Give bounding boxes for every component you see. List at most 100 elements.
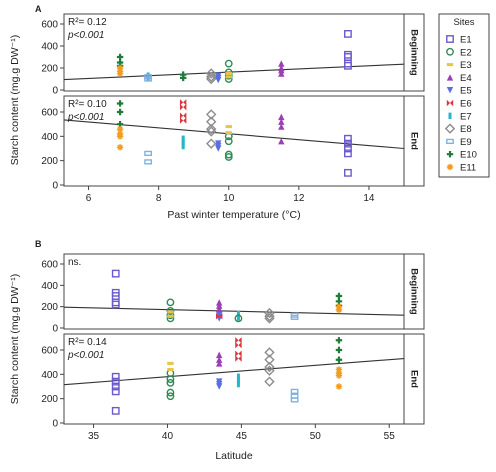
point-e8	[206, 138, 217, 149]
y-tick-label: 200	[41, 156, 58, 167]
point-e1	[344, 139, 352, 148]
legend-label: E11	[460, 163, 476, 174]
point-e11	[335, 372, 343, 379]
point-e9	[290, 314, 299, 320]
facet-label: End	[408, 370, 419, 388]
point-e4	[278, 113, 285, 121]
legend-marker	[446, 74, 454, 81]
point-e4	[216, 302, 223, 309]
point-e1	[111, 377, 120, 386]
point-e8	[264, 365, 275, 376]
x-tick-label: 10	[223, 193, 235, 204]
point-e6	[179, 99, 187, 106]
point-e4	[216, 351, 223, 359]
plot-frame	[63, 95, 405, 187]
point-e11	[335, 383, 343, 390]
point-e3	[167, 361, 174, 365]
facet-strip	[403, 333, 425, 425]
legend-item-e6: E6	[446, 99, 472, 110]
point-e1	[111, 300, 120, 309]
y-tick-label: 0	[52, 181, 58, 192]
point-e9	[144, 76, 153, 82]
point-e6	[235, 337, 242, 344]
trend-line	[63, 119, 405, 150]
y-axis-label: Starch content (mg.g DW⁻¹)	[9, 35, 21, 165]
x-tick-label: 8	[156, 193, 162, 204]
point-e1	[344, 30, 352, 38]
point-e8	[206, 73, 217, 85]
point-e6	[235, 341, 242, 349]
point-e4	[278, 60, 285, 67]
point-e7	[236, 380, 240, 388]
point-e1	[344, 61, 352, 70]
point-e11	[116, 125, 124, 133]
facet-label: End	[408, 132, 419, 150]
legend-title: Sites	[453, 17, 474, 28]
y-tick-label: 0	[52, 324, 58, 335]
point-e11	[116, 144, 124, 151]
point-e8	[264, 361, 275, 373]
point-e6	[216, 313, 223, 320]
legend-label: E10	[460, 150, 477, 161]
point-e9	[290, 388, 299, 394]
panel-B: B Beginning 0 200 400 600 ns. End 0 200 400 600 R²= …	[9, 239, 425, 462]
point-e8	[206, 123, 217, 135]
legend-label: E7	[460, 111, 472, 122]
legend-marker	[448, 112, 452, 119]
legend-marker	[446, 151, 454, 158]
point-e1	[344, 168, 352, 177]
legend-marker	[446, 163, 454, 171]
y-tick-label: 600	[41, 346, 58, 357]
point-e3	[225, 131, 232, 135]
point-e1	[344, 149, 352, 158]
y-tick-label: 400	[41, 281, 58, 292]
y-tick-label: 600	[41, 20, 58, 31]
y-tick-label: 600	[41, 260, 58, 271]
point-e3	[225, 75, 232, 79]
facet-label: Beginning	[408, 29, 419, 76]
y-tick-label: 400	[41, 132, 58, 143]
legend-item-e2: E2	[446, 47, 472, 58]
point-e6	[179, 117, 187, 124]
y-tick-label: 400	[41, 370, 58, 381]
point-e3	[167, 310, 174, 314]
facet-label: Beginning	[408, 268, 419, 315]
point-e5	[215, 145, 222, 152]
x-tick-label: 45	[236, 431, 248, 442]
legend-label: E2	[460, 47, 472, 58]
p-value-label: p<0.001	[67, 30, 104, 41]
legend-label: E1	[460, 35, 472, 46]
row-beginning: Beginning 0 200 400 600 ns.	[41, 253, 425, 335]
legend-item-e4: E4	[446, 73, 472, 84]
point-e2	[224, 150, 233, 159]
point-e11	[116, 133, 124, 140]
x-tick-label: 6	[86, 193, 92, 204]
legend-item-e5: E5	[446, 86, 472, 97]
point-e10	[335, 356, 343, 363]
y-tick-label: 600	[41, 108, 58, 119]
point-e11	[116, 70, 124, 77]
trend-line	[63, 357, 405, 386]
legend-item-e1: E1	[446, 35, 472, 46]
point-e7	[181, 135, 185, 142]
legend-item-e11: E11	[446, 163, 476, 174]
point-e4	[278, 70, 285, 77]
point-e1	[111, 298, 120, 307]
point-e4	[278, 67, 285, 74]
point-e4	[278, 138, 285, 145]
legend-marker	[446, 35, 454, 43]
legend-item-e9: E9	[446, 137, 472, 148]
point-e8	[264, 313, 275, 324]
facet-strip	[403, 253, 425, 330]
point-e7	[236, 377, 240, 384]
point-e3	[167, 367, 174, 371]
x-tick-label: 40	[162, 431, 174, 442]
facet-strip	[403, 95, 425, 187]
legend-marker	[444, 123, 456, 134]
row-end: End 0 200 400 600 R²= 0.10 p<0.001	[41, 95, 425, 192]
x-tick-label: 55	[384, 431, 396, 442]
legend-marker	[446, 87, 454, 94]
y-tick-label: 0	[52, 419, 58, 430]
